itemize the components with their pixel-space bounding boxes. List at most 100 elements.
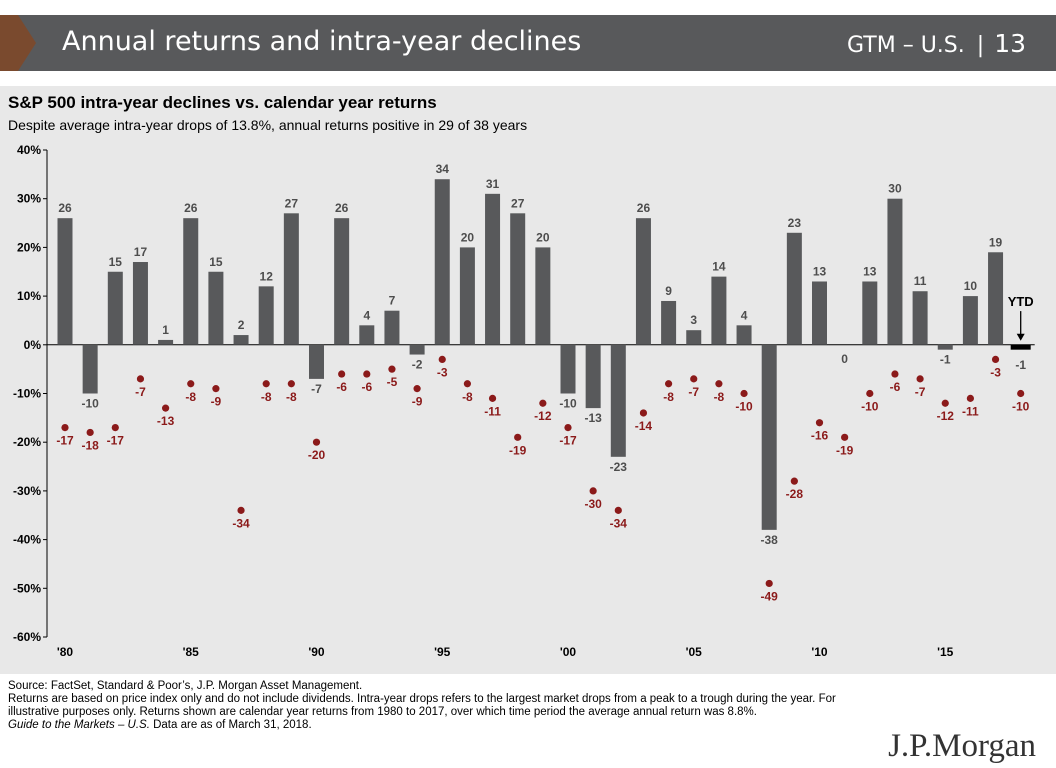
chart-subtitle: Despite average intra-year drops of 13.8… (8, 117, 528, 133)
decline-dot (212, 385, 220, 393)
return-bar (862, 281, 878, 345)
decline-dot (488, 394, 497, 402)
return-label: -23 (610, 460, 628, 474)
separator: | (976, 33, 985, 58)
decline-label: -6 (361, 380, 372, 394)
decline-dot (665, 380, 673, 388)
decline-dot (514, 433, 522, 441)
return-label: 1 (162, 323, 169, 337)
return-bar (535, 247, 551, 345)
decline-label: -20 (308, 448, 326, 462)
return-label: 30 (888, 182, 902, 196)
return-bar (334, 218, 350, 345)
return-bar (384, 310, 400, 345)
return-label: 12 (260, 269, 274, 283)
decline-label: -7 (135, 385, 146, 399)
decline-dot (966, 394, 975, 402)
section-label: GTM – U.S. (847, 33, 965, 58)
decline-dot (639, 409, 648, 417)
decline-label: -30 (584, 497, 602, 511)
decline-label: -34 (232, 516, 250, 530)
return-label: 19 (989, 235, 1003, 249)
return-label: -10 (559, 397, 577, 411)
return-bar (812, 281, 827, 345)
x-tick-label: '90 (308, 645, 325, 659)
decline-label: -34 (610, 516, 628, 530)
return-bar (233, 335, 249, 345)
decline-label: -11 (484, 404, 501, 418)
page-title: Annual returns and intra-year declines (62, 26, 582, 57)
decline-label: -6 (336, 380, 347, 394)
return-bar (258, 286, 274, 345)
decline-dot (589, 487, 597, 495)
x-tick-label: '00 (560, 645, 577, 659)
decline-dot (136, 375, 145, 383)
y-tick-label: -40% (13, 533, 41, 547)
jpmorgan-logo: J.P.Morgan (888, 728, 1036, 764)
decline-label: -8 (261, 390, 272, 404)
return-label: 34 (436, 162, 450, 176)
return-bar (962, 296, 978, 345)
decline-label: -8 (462, 390, 473, 404)
decline-dot (61, 423, 69, 432)
ytd-arrow-head (1016, 333, 1025, 341)
decline-dot (111, 423, 119, 432)
return-bar (887, 198, 903, 345)
x-tick-label: '95 (434, 645, 451, 659)
return-label: -1 (940, 353, 951, 367)
return-bar (283, 213, 299, 345)
method-note: Returns are based on price index only an… (8, 693, 836, 718)
return-label: 2 (238, 318, 245, 332)
decline-label: -17 (56, 434, 74, 448)
decline-label: -5 (387, 375, 398, 389)
decline-dot (891, 370, 899, 378)
return-label: 13 (813, 264, 827, 278)
return-label: 20 (536, 230, 550, 244)
decline-label: -9 (412, 395, 423, 409)
decline-dot (388, 365, 396, 373)
return-label: 17 (134, 245, 148, 259)
decline-dot (539, 399, 547, 407)
decline-dot (287, 380, 295, 388)
decline-label: -9 (211, 395, 222, 409)
decline-dot (438, 355, 446, 364)
return-bar (510, 213, 526, 345)
y-tick-label: 10% (17, 289, 41, 303)
return-label: -2 (412, 358, 423, 372)
return-label: 4 (741, 308, 748, 322)
decline-dot (941, 399, 949, 407)
y-tick-label: 0% (24, 338, 42, 352)
source-note: Source: FactSet, Standard & Poor’s, J.P.… (8, 680, 363, 692)
decline-label: -14 (635, 419, 653, 433)
return-bar (711, 276, 727, 345)
decline-label: -8 (663, 390, 674, 404)
return-bar (937, 344, 953, 350)
return-bar (485, 193, 501, 345)
decline-label: -3 (990, 365, 1001, 379)
return-label: 15 (109, 255, 123, 269)
return-bar (912, 291, 928, 345)
chart-panel (0, 86, 1056, 674)
decline-label: -8 (185, 390, 196, 404)
return-label: 7 (389, 294, 396, 308)
decline-label: -10 (861, 400, 879, 414)
return-label: -10 (81, 397, 99, 411)
return-label: 11 (914, 274, 927, 288)
decline-label: -10 (735, 400, 753, 414)
return-bar (736, 325, 752, 345)
decline-label: -11 (962, 404, 979, 418)
return-label: 26 (184, 201, 198, 215)
return-bar (560, 344, 576, 394)
chart-title: S&P 500 intra-year declines vs. calendar… (8, 93, 437, 112)
x-tick-label: '80 (57, 645, 74, 659)
decline-label: -8 (286, 390, 297, 404)
decline-dot (338, 370, 346, 378)
y-tick-label: -30% (13, 484, 41, 498)
return-label: 0 (841, 352, 848, 366)
return-bar (635, 218, 651, 345)
return-label: -38 (761, 533, 779, 547)
decline-label: -13 (157, 414, 175, 428)
return-label: 20 (461, 230, 475, 244)
decline-dot (765, 579, 773, 588)
decline-dot (790, 477, 798, 485)
